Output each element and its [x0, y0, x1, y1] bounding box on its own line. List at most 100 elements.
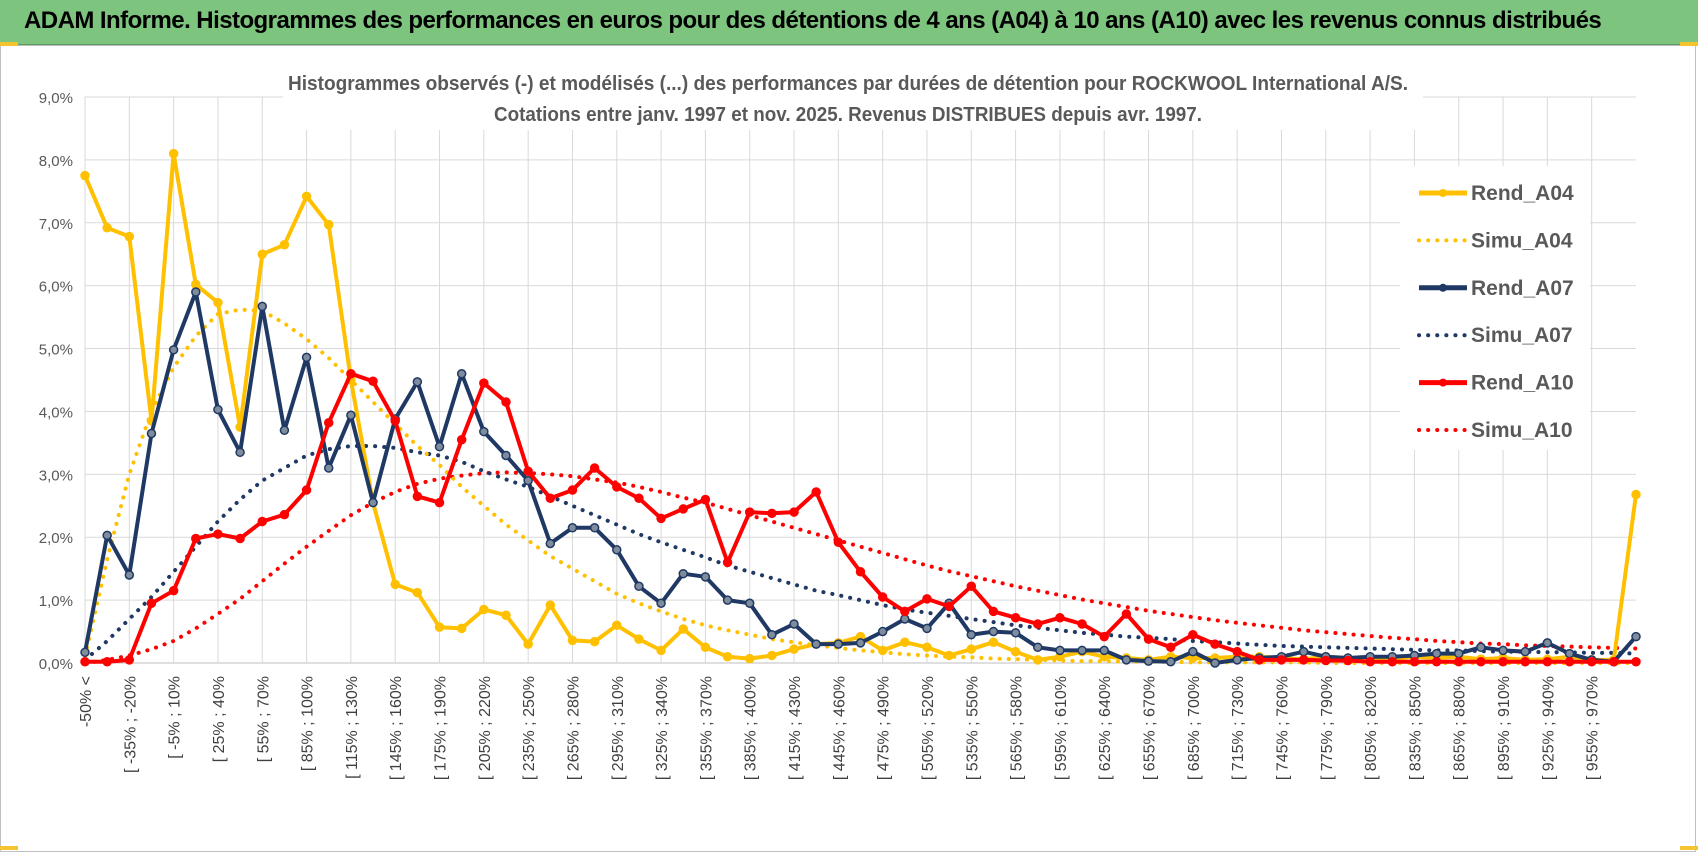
- point-rend-a07: [877, 626, 888, 637]
- point-rend-a07: [988, 626, 999, 637]
- point-rend-a04: [545, 600, 556, 610]
- point-rend-a04: [678, 624, 688, 634]
- point-rend-a07: [323, 463, 334, 473]
- point-rend-a10: [301, 485, 312, 495]
- point-rend-a10: [744, 507, 755, 517]
- y-tick-label: 6,0%: [39, 279, 73, 296]
- point-rend-a10: [1188, 629, 1198, 640]
- x-tick-label: [ 445% ; 460%: [831, 676, 848, 780]
- point-rend-a04: [567, 635, 578, 646]
- point-rend-a10: [235, 533, 245, 544]
- x-tick-label: -50% <: [78, 676, 95, 727]
- point-rend-a10: [146, 598, 157, 609]
- point-rend-a10: [900, 606, 910, 617]
- point-rend-a10: [1387, 656, 1398, 667]
- point-rend-a10: [1586, 656, 1597, 667]
- point-rend-a07: [235, 447, 245, 458]
- point-rend-a04: [213, 297, 223, 308]
- point-rend-a10: [1343, 655, 1353, 666]
- x-tick-label: [ 745% ; 760%: [1274, 676, 1291, 780]
- legend-label-rend-a10: Rend_A10: [1471, 372, 1574, 395]
- x-tick-label: [ 925% ; 940%: [1540, 676, 1557, 780]
- point-rend-a10: [124, 655, 135, 665]
- point-rend-a10: [1298, 655, 1309, 665]
- point-rend-a04: [301, 191, 312, 202]
- point-rend-a10: [1453, 656, 1464, 667]
- x-tick-label: [ 625% ; 640%: [1097, 676, 1114, 780]
- point-rend-a04: [877, 645, 888, 656]
- point-rend-a10: [567, 485, 578, 495]
- point-rend-a04: [80, 170, 90, 181]
- point-rend-a10: [678, 504, 688, 514]
- point-rend-a07: [257, 301, 268, 312]
- corner-accent-bottom-left: [0, 846, 18, 850]
- point-rend-a10: [1431, 656, 1442, 667]
- point-rend-a10: [656, 513, 666, 524]
- x-tick-label: [ 895% ; 910%: [1496, 676, 1513, 780]
- point-rend-a10: [922, 594, 932, 604]
- y-tick-label: 8,0%: [39, 153, 73, 170]
- x-tick-label: [ 355% ; 370%: [698, 676, 715, 780]
- point-rend-a07: [168, 345, 179, 355]
- point-rend-a07: [1033, 642, 1043, 653]
- x-tick-label: [ 955% ; 970%: [1585, 676, 1602, 780]
- x-tick-label: [ -5% ; 10%: [167, 676, 184, 759]
- x-tick-label: [ 25% ; 40%: [211, 676, 228, 762]
- point-rend-a07: [456, 368, 467, 379]
- point-rend-a04: [789, 644, 799, 654]
- point-rend-a07: [1121, 655, 1132, 665]
- point-rend-a07: [833, 639, 844, 649]
- point-rend-a07: [767, 629, 777, 640]
- x-tick-label: [ 595% ; 610%: [1053, 676, 1070, 780]
- point-rend-a07: [1165, 656, 1176, 667]
- point-rend-a04: [279, 240, 290, 250]
- point-rend-a10: [700, 494, 711, 505]
- point-rend-a10: [1099, 631, 1109, 642]
- y-tick-label: 9,0%: [39, 90, 73, 107]
- point-rend-a04: [900, 637, 910, 647]
- point-rend-a07: [1542, 638, 1553, 648]
- point-rend-a04: [390, 579, 400, 590]
- point-rend-a07: [722, 595, 733, 605]
- corner-accent-bottom-right: [1680, 846, 1698, 850]
- point-rend-a07: [700, 572, 711, 582]
- y-tick-label: 2,0%: [39, 530, 73, 547]
- point-rend-a04: [412, 587, 423, 598]
- x-tick-label: [ 415% ; 430%: [787, 676, 804, 780]
- point-rend-a07: [1564, 648, 1575, 659]
- point-rend-a04: [456, 623, 467, 634]
- point-rend-a10: [1121, 609, 1132, 619]
- point-rend-a04: [124, 231, 135, 242]
- point-rend-a07: [1188, 646, 1198, 657]
- point-rend-a10: [589, 463, 600, 473]
- point-rend-a10: [80, 656, 90, 667]
- chart-subtitle: Cotations entre janv. 1997 et nov. 2025.…: [494, 104, 1202, 126]
- x-tick-label: [ 265% ; 280%: [565, 676, 582, 780]
- point-rend-a10: [767, 508, 777, 519]
- point-rend-a04: [523, 639, 533, 649]
- point-rend-a10: [1033, 619, 1043, 629]
- y-tick-label: 1,0%: [39, 593, 73, 610]
- point-rend-a10: [811, 487, 821, 497]
- point-rend-a10: [1232, 646, 1242, 657]
- point-rend-a07: [1143, 656, 1154, 666]
- point-rend-a07: [1631, 631, 1641, 642]
- point-rend-a10: [545, 493, 556, 503]
- point-rend-a10: [1077, 619, 1087, 629]
- x-tick-label: [ 805% ; 820%: [1363, 676, 1380, 780]
- legend-label-rend-a07: Rend_A07: [1471, 277, 1574, 300]
- point-rend-a07: [567, 523, 578, 533]
- legend-label-simu-a04: Simu_A04: [1471, 229, 1573, 252]
- legend-label-rend-a04: Rend_A04: [1471, 182, 1574, 205]
- point-rend-a07: [1498, 645, 1508, 656]
- report-title: ADAM Informe. Histogrammes des performan…: [24, 7, 1602, 34]
- point-rend-a10: [789, 507, 799, 517]
- point-rend-a07: [1210, 658, 1220, 668]
- point-rend-a07: [523, 475, 533, 486]
- point-rend-a10: [1609, 656, 1619, 667]
- point-rend-a10: [634, 493, 644, 503]
- point-rend-a04: [168, 148, 179, 159]
- x-tick-label: [ 835% ; 850%: [1407, 676, 1424, 780]
- point-rend-a07: [191, 287, 201, 297]
- point-rend-a10: [257, 516, 268, 527]
